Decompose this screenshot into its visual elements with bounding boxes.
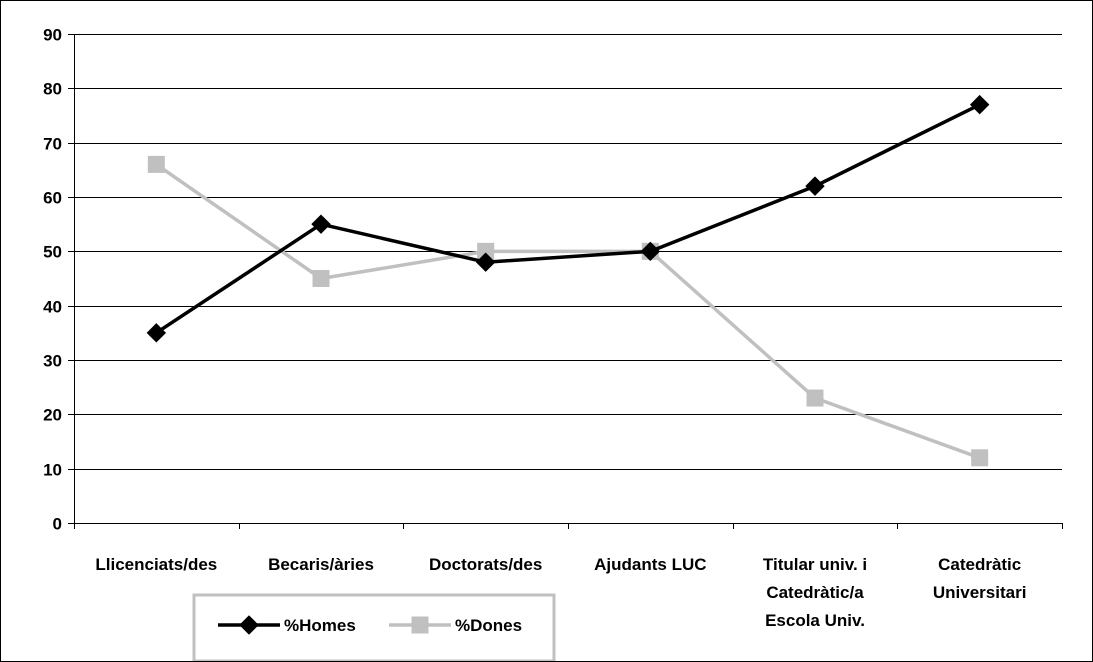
y-tick-label: 20 <box>43 406 62 425</box>
y-tick-label: 40 <box>43 298 62 317</box>
data-point-dones <box>806 389 824 407</box>
legend: %Homes %Dones <box>192 593 556 661</box>
data-point-homes <box>640 241 661 262</box>
x-tick-label: Titular univ. i Catedràtic/a Escola Univ. <box>763 555 867 630</box>
legend-marker-homes <box>239 615 259 635</box>
axes <box>68 34 1063 529</box>
legend-label-homes: %Homes <box>284 616 356 635</box>
data-point-homes <box>146 323 167 343</box>
y-tick-label: 50 <box>43 243 62 262</box>
legend-marker-dones <box>411 616 429 634</box>
y-tick-label: 10 <box>43 461 62 480</box>
y-tick-label: 60 <box>43 189 62 208</box>
x-tick-labels: Llicenciats/des Becaris/àries Doctorats/de… <box>95 555 1026 630</box>
data-point-dones <box>312 270 330 287</box>
data-point-homes <box>475 252 496 272</box>
y-tick-label: 30 <box>43 352 62 371</box>
data-point-homes <box>969 94 990 115</box>
x-tick-label: Llicenciats/des <box>95 555 217 574</box>
legend-entry-dones: %Dones <box>389 616 522 635</box>
x-tick-label-line: Ajudants LUC <box>594 555 706 574</box>
series-line-dones <box>155 162 981 460</box>
x-tick-label-line: Catedràtic <box>938 555 1021 574</box>
x-tick-label: Becaris/àries <box>268 555 374 574</box>
legend-label-dones: %Dones <box>455 616 522 635</box>
y-tick-label: 70 <box>43 135 62 154</box>
y-tick-label: 0 <box>53 515 62 534</box>
y-tick-label: 80 <box>43 80 62 99</box>
x-tick-label-line: Llicenciats/des <box>95 555 217 574</box>
data-point-homes <box>805 176 825 196</box>
data-point-homes <box>311 214 331 234</box>
y-tick-labels: 0 10 20 30 40 50 60 70 80 90 <box>43 26 62 534</box>
y-tick-label: 90 <box>43 26 62 45</box>
series-line-homes <box>155 103 981 335</box>
x-tick-label-line: Titular univ. i <box>763 555 867 574</box>
data-point-dones <box>147 155 165 173</box>
x-tick-label: Catedràtic Universitari <box>933 555 1027 602</box>
series <box>146 94 990 467</box>
x-tick-label-line: Universitari <box>933 583 1027 602</box>
series-dones <box>147 155 989 467</box>
x-tick-label-line: Escola Univ. <box>765 611 865 630</box>
data-point-dones <box>971 449 989 467</box>
x-tick-label-line: Doctorats/des <box>429 555 542 574</box>
x-tick-label: Doctorats/des <box>429 555 542 574</box>
x-tick-label: Ajudants LUC <box>594 555 706 574</box>
x-tick-label-line: Becaris/àries <box>268 555 374 574</box>
legend-entry-homes: %Homes <box>218 615 356 635</box>
series-homes <box>146 94 990 343</box>
x-tick-label-line: Catedràtic/a <box>766 583 864 602</box>
